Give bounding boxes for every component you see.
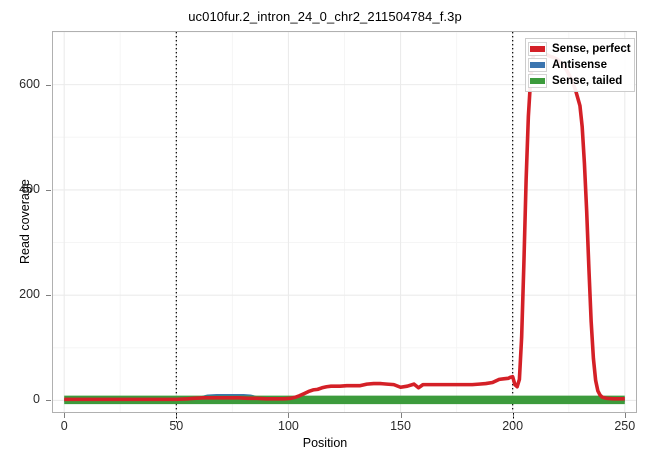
x-tick-mark: [400, 413, 402, 418]
plot-area-svg: [53, 32, 636, 412]
chart-legend: Sense, perfect Antisense Sense, tailed: [525, 38, 635, 92]
x-tick-label: 200: [502, 419, 524, 433]
y-tick-mark: [46, 84, 51, 86]
legend-key-box: [528, 58, 547, 72]
vertical-dotted-line-stub: [176, 413, 178, 423]
legend-item[interactable]: Sense, tailed: [528, 73, 631, 89]
x-tick-label: 50: [169, 419, 184, 433]
y-tick-label: 600: [19, 76, 40, 91]
y-tick-label: 0: [33, 392, 40, 407]
y-tick-mark: [46, 400, 51, 402]
legend-label: Sense, perfect: [552, 43, 631, 55]
legend-item[interactable]: Antisense: [528, 57, 631, 73]
y-tick-label: 400: [19, 181, 40, 196]
x-tick-mark: [288, 413, 290, 418]
x-tick-mark: [624, 413, 626, 418]
y-tick-label: 200: [19, 287, 40, 302]
legend-item[interactable]: Sense, perfect: [528, 41, 631, 57]
y-tick-mark: [46, 295, 51, 297]
x-axis-title: Position: [302, 436, 348, 450]
x-tick-label: 100: [278, 419, 299, 433]
legend-label: Antisense: [552, 59, 607, 71]
legend-color-swatch: [530, 62, 545, 68]
x-tick-label: 250: [614, 419, 636, 433]
plot-panel: [52, 31, 637, 413]
legend-color-swatch: [530, 46, 545, 52]
legend-key-box: [528, 42, 547, 56]
chart-title: uc010fur.2_intron_24_0_chr2_211504784_f.…: [188, 9, 462, 24]
legend-color-swatch: [530, 78, 545, 84]
x-tick-mark: [64, 413, 66, 418]
x-tick-label: 150: [390, 419, 411, 433]
x-tick-label: 0: [60, 419, 68, 433]
y-tick-mark: [46, 189, 51, 191]
legend-key-box: [528, 74, 547, 88]
vertical-dotted-line-stub: [512, 413, 514, 423]
legend-label: Sense, tailed: [552, 75, 623, 87]
